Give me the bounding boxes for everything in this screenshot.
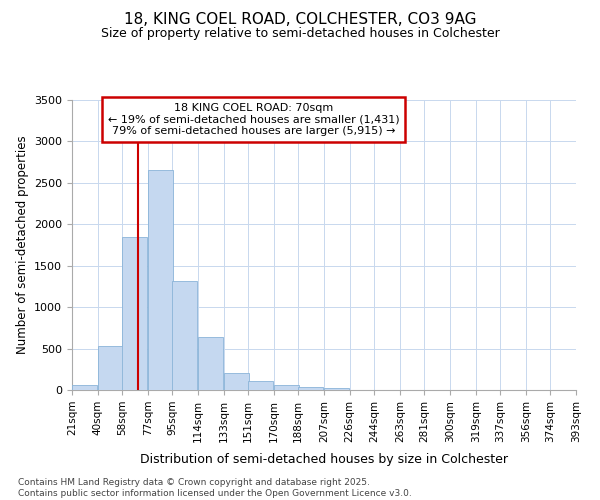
Bar: [298, 386, 323, 390]
Bar: [324, 388, 349, 390]
Bar: [274, 386, 299, 390]
Text: 18, KING COEL ROAD, COLCHESTER, CO3 9AG: 18, KING COEL ROAD, COLCHESTER, CO3 9AG: [124, 12, 476, 28]
Text: Size of property relative to semi-detached houses in Colchester: Size of property relative to semi-detach…: [101, 28, 499, 40]
Bar: [72, 384, 97, 390]
Y-axis label: Number of semi-detached properties: Number of semi-detached properties: [16, 136, 29, 354]
Text: Contains HM Land Registry data © Crown copyright and database right 2025.
Contai: Contains HM Land Registry data © Crown c…: [18, 478, 412, 498]
Bar: [224, 372, 249, 390]
Bar: [98, 346, 123, 390]
Bar: [248, 381, 273, 390]
Text: 18 KING COEL ROAD: 70sqm
← 19% of semi-detached houses are smaller (1,431)
79% o: 18 KING COEL ROAD: 70sqm ← 19% of semi-d…: [107, 103, 399, 136]
X-axis label: Distribution of semi-detached houses by size in Colchester: Distribution of semi-detached houses by …: [140, 453, 508, 466]
Bar: [122, 236, 147, 390]
Bar: [172, 282, 197, 390]
Bar: [198, 337, 223, 390]
Bar: [148, 170, 173, 390]
